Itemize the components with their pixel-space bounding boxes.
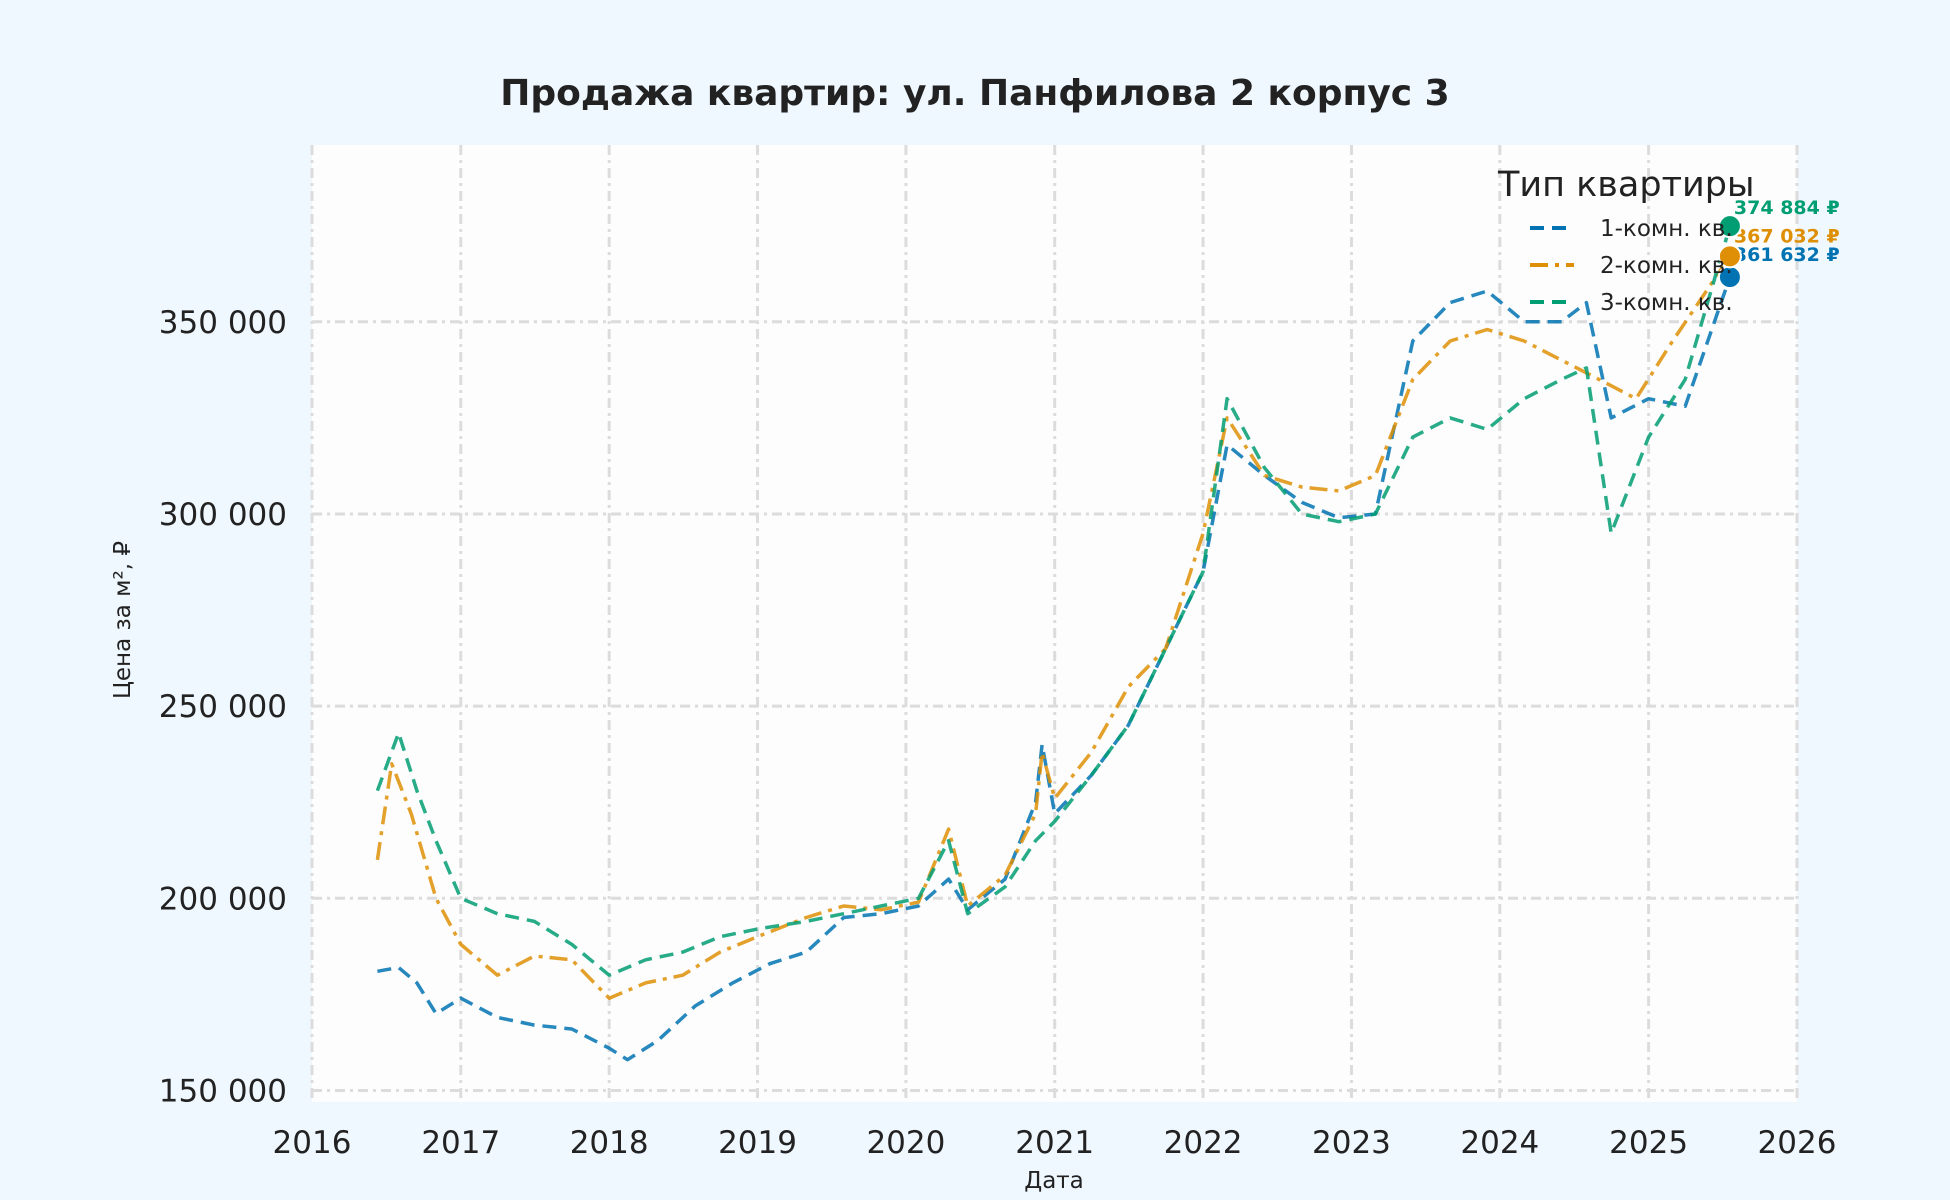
legend-title: Тип квартиры: [1497, 165, 1755, 205]
y-tick-label: 200 000: [159, 881, 287, 917]
series-end-marker: [1717, 244, 1742, 269]
series-end-marker: [1717, 214, 1742, 239]
series-end-label: 367 032 ₽: [1734, 225, 1840, 247]
y-tick-label: 250 000: [159, 689, 287, 725]
series-end-label: 374 884 ₽: [1734, 197, 1840, 219]
chart-title: Продажа квартир: ул. Панфилова 2 корпус …: [500, 73, 1449, 114]
x-tick-label: 2023: [1312, 1125, 1391, 1161]
x-axis-label: Дата: [1024, 1168, 1084, 1194]
x-tick-label: 2017: [421, 1125, 500, 1161]
series-end-label: 361 632 ₽: [1734, 244, 1840, 266]
x-tick-label: 2025: [1609, 1125, 1688, 1161]
series-line: [375, 225, 1732, 977]
x-tick-label: 2019: [718, 1125, 797, 1161]
legend-entry-label: 1-комн. кв.: [1600, 216, 1733, 242]
y-tick-label: 350 000: [159, 305, 287, 341]
x-tick-label: 2020: [866, 1125, 945, 1161]
y-tick-label: 150 000: [159, 1073, 287, 1109]
x-tick-label: 2022: [1164, 1125, 1243, 1161]
legend: Тип квартиры 1-комн. кв. 2-комн. кв. 3-комн…: [1497, 165, 1755, 316]
y-tick-label: 300 000: [159, 497, 287, 533]
grid-lines: [310, 145, 1799, 1102]
tick-labels: 2016 2017 2018 2019 2020 2021 2022 2023 2024 2025…: [159, 305, 1837, 1161]
x-tick-label: 2024: [1460, 1125, 1539, 1161]
legend-entry-label: 2-комн. кв.: [1600, 253, 1733, 279]
series-line: [375, 255, 1732, 1000]
end-markers: 361 632 ₽367 032 ₽ 374 884 ₽: [1717, 197, 1840, 290]
x-tick-label: 2018: [570, 1125, 649, 1161]
y-axis-label: Цена за м², ₽: [110, 541, 136, 699]
legend-entry-label: 3-комн. кв.: [1600, 290, 1733, 316]
series-lines: [375, 225, 1732, 1062]
x-tick-label: 2016: [273, 1125, 352, 1161]
x-tick-label: 2026: [1758, 1125, 1837, 1161]
x-tick-label: 2021: [1015, 1125, 1094, 1161]
